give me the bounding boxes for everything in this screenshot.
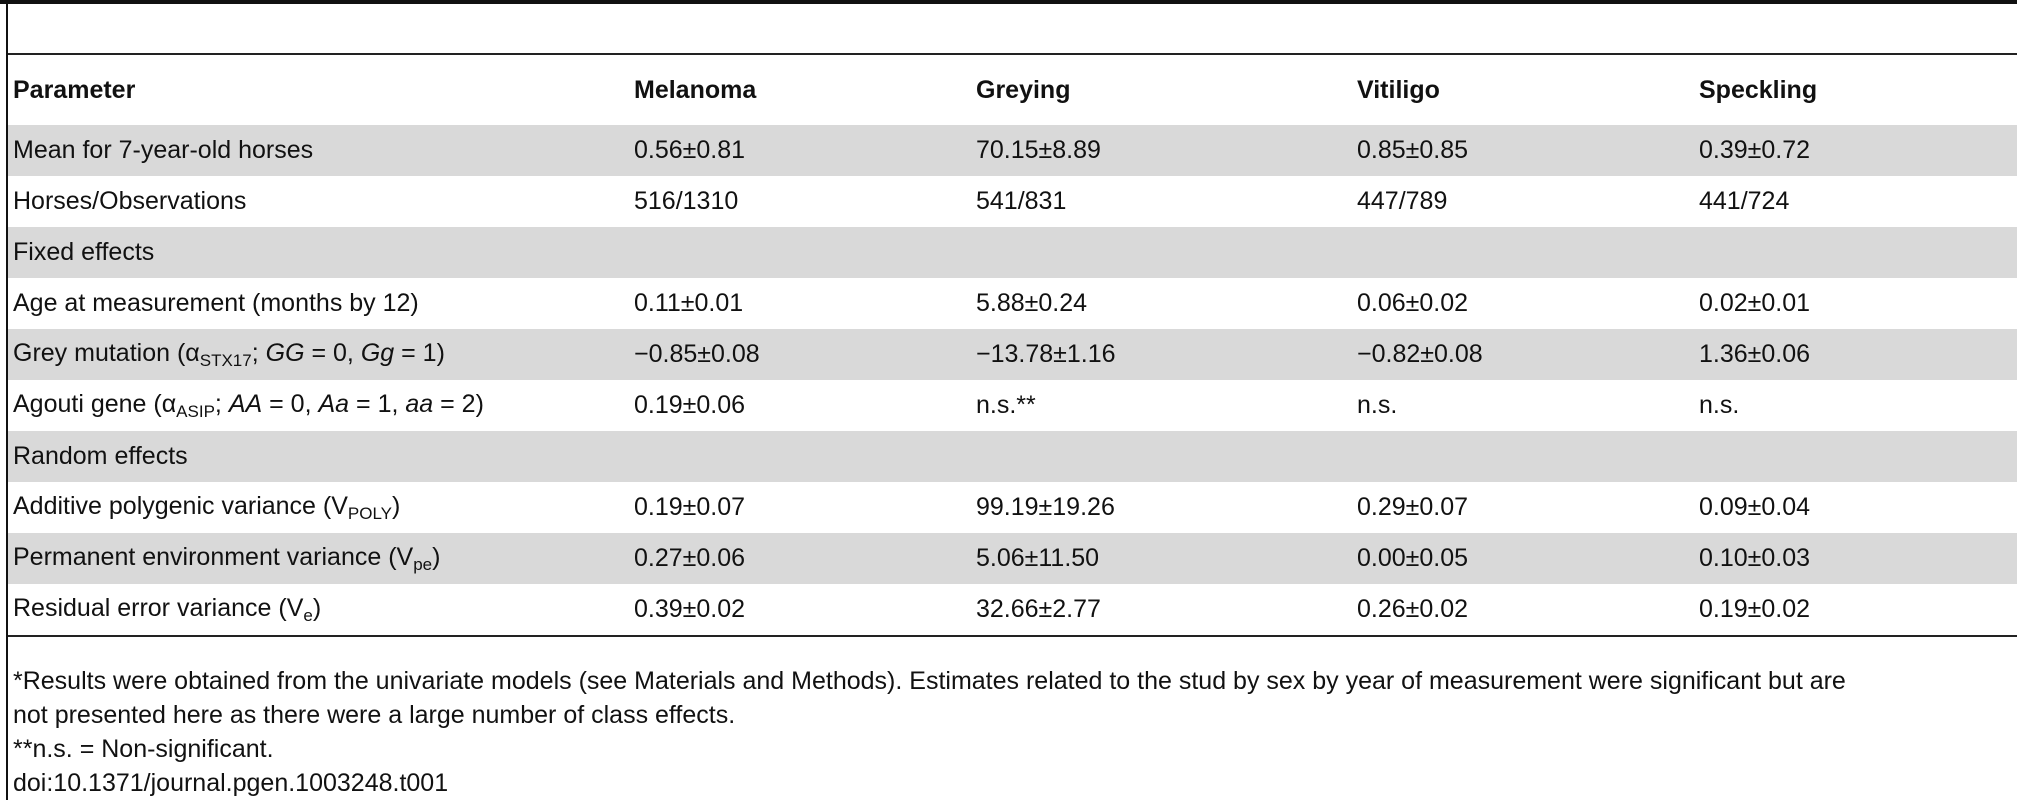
value-cell: 447/789 — [1357, 187, 1448, 215]
section-row-fixed-effects: Fixed effects — [8, 227, 2017, 278]
param-cell: Agouti gene (αASIP; AA = 0, Aa = 1, aa =… — [13, 389, 484, 421]
value-cell: −13.78±1.16 — [971, 329, 1352, 380]
value-cell: 0.85±0.85 — [1352, 125, 1694, 176]
param-cell: Additive polygenic variance (VPOLY) — [13, 491, 401, 523]
param-cell: Age at measurement (months by 12) — [13, 289, 419, 317]
header-greying: Greying — [976, 75, 1071, 104]
value-cell: 0.00±0.05 — [1352, 533, 1694, 584]
param-cell: Grey mutation (αSTX17; GG = 0, Gg = 1) — [8, 329, 629, 380]
value-cell: 5.06±11.50 — [971, 533, 1352, 584]
table-row: Permanent environment variance (Vpe) 0.2… — [8, 533, 2017, 584]
value-cell: 99.19±19.26 — [976, 493, 1115, 521]
table-row: Additive polygenic variance (VPOLY) 0.19… — [8, 482, 2017, 533]
value-cell: 0.27±0.06 — [629, 533, 971, 584]
value-cell: 0.19±0.02 — [1699, 595, 1811, 623]
value-cell: 0.56±0.81 — [629, 125, 971, 176]
value-cell: 0.26±0.02 — [1357, 595, 1469, 623]
section-label: Random effects — [8, 431, 629, 482]
value-cell: 441/724 — [1699, 187, 1790, 215]
footnote-results-continued: not presented here as there were a large… — [13, 701, 736, 729]
param-cell: Mean for 7-year-old horses — [8, 125, 629, 176]
header-speckling: Speckling — [1699, 75, 1818, 104]
header-vitiligo: Vitiligo — [1357, 75, 1440, 104]
value-cell: 516/1310 — [634, 187, 739, 215]
table-row: Residual error variance (Ve) 0.39±0.02 3… — [8, 584, 2017, 635]
value-cell: 0.09±0.04 — [1699, 493, 1811, 521]
table-row: Age at measurement (months by 12) 0.11±0… — [8, 278, 2017, 329]
table-row: Grey mutation (αSTX17; GG = 0, Gg = 1) −… — [8, 329, 2017, 380]
value-cell: 70.15±8.89 — [971, 125, 1352, 176]
value-cell: 0.10±0.03 — [1694, 533, 2017, 584]
param-cell: Residual error variance (Ve) — [13, 593, 322, 625]
value-cell: 0.39±0.02 — [634, 595, 746, 623]
doi-label: doi:10.1371/journal.pgen.1003248.t001 — [13, 769, 449, 797]
value-cell: 0.02±0.01 — [1699, 289, 1811, 317]
footnote-results: *Results were obtained from the univaria… — [13, 667, 1846, 695]
table-row: Mean for 7-year-old horses 0.56±0.81 70.… — [8, 125, 2017, 176]
value-cell: 0.19±0.07 — [634, 493, 746, 521]
value-cell: −0.85±0.08 — [629, 329, 971, 380]
table-bottom-rule — [8, 635, 2017, 637]
left-rule — [6, 0, 8, 800]
section-row-random-effects: Random effects — [8, 431, 2017, 482]
value-cell: 0.19±0.06 — [634, 391, 746, 419]
header-melanoma: Melanoma — [634, 75, 757, 104]
top-rule — [0, 0, 2017, 4]
value-cell: 1.36±0.06 — [1694, 329, 2017, 380]
footnotes: *Results were obtained from the univaria… — [13, 664, 2013, 800]
table-row: Horses/Observations 516/1310 541/831 447… — [8, 176, 2017, 227]
value-cell: 0.29±0.07 — [1357, 493, 1469, 521]
results-table-container: Parameter Melanoma Greying Vitiligo Spec… — [8, 53, 2017, 637]
value-cell: 0.39±0.72 — [1694, 125, 2017, 176]
value-cell: 32.66±2.77 — [976, 595, 1101, 623]
value-cell: n.s.** — [976, 391, 1036, 419]
value-cell: 5.88±0.24 — [976, 289, 1088, 317]
value-cell: n.s. — [1699, 391, 1740, 419]
value-cell: −0.82±0.08 — [1352, 329, 1694, 380]
section-label: Fixed effects — [8, 227, 629, 278]
value-cell: n.s. — [1357, 391, 1398, 419]
param-cell: Permanent environment variance (Vpe) — [8, 533, 629, 584]
table-row: Agouti gene (αASIP; AA = 0, Aa = 1, aa =… — [8, 380, 2017, 431]
value-cell: 0.11±0.01 — [634, 289, 744, 317]
table-top-rule — [8, 53, 2017, 55]
results-table: Parameter Melanoma Greying Vitiligo Spec… — [8, 55, 2017, 635]
footnote-ns: **n.s. = Non-significant. — [13, 735, 274, 763]
header-parameter: Parameter — [13, 75, 136, 104]
value-cell: 0.06±0.02 — [1357, 289, 1469, 317]
value-cell: 541/831 — [976, 187, 1067, 215]
header-row: Parameter Melanoma Greying Vitiligo Spec… — [8, 55, 2017, 125]
param-cell: Horses/Observations — [13, 187, 247, 215]
